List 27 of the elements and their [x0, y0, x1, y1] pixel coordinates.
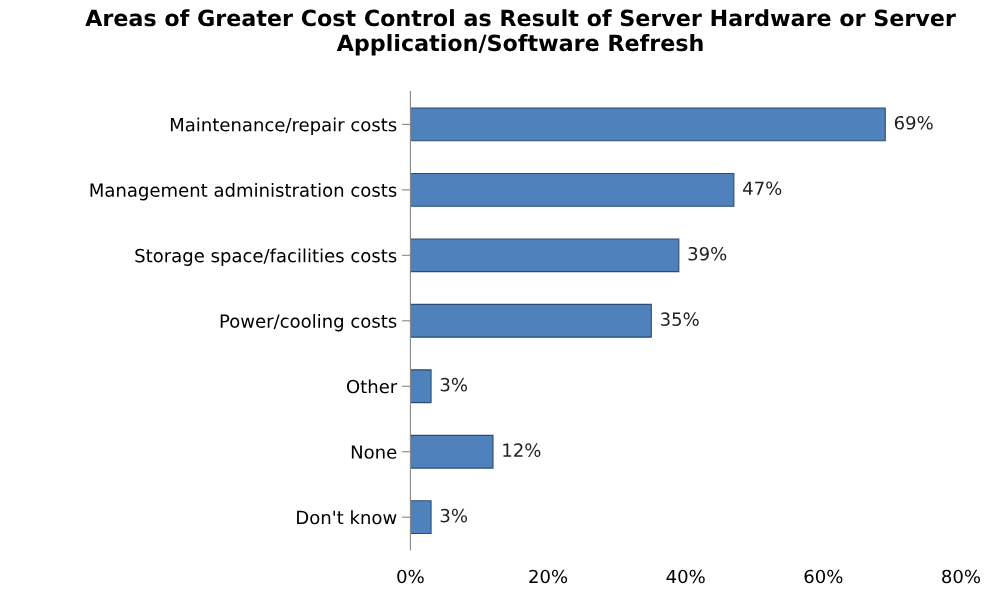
- y-tick-label: None: [351, 445, 397, 459]
- bar: [410, 107, 886, 142]
- bar: [410, 369, 432, 404]
- y-tick-label: Power/cooling costs: [220, 313, 397, 332]
- x-tick-label: 20%: [529, 569, 568, 584]
- bar: [410, 500, 432, 535]
- x-tick-label: 60%: [804, 569, 843, 584]
- x-tick-label: 0%: [397, 569, 424, 584]
- x-tick-label: 80%: [942, 569, 981, 584]
- x-tick-label: 40%: [666, 569, 705, 584]
- bar: [410, 238, 680, 273]
- bar: [410, 172, 735, 207]
- data-label: 3%: [440, 508, 468, 523]
- y-tick-label: Maintenance/repair costs: [170, 117, 397, 135]
- data-label: 3%: [440, 377, 468, 392]
- bar: [410, 434, 494, 469]
- data-label: 39%: [688, 246, 727, 261]
- data-label: 35%: [660, 312, 699, 327]
- data-label: 47%: [743, 181, 782, 196]
- y-tick-label: Don't know: [297, 510, 397, 525]
- y-tick-label: Management administration costs: [90, 182, 397, 201]
- data-label: 69%: [894, 115, 933, 130]
- bar: [410, 303, 652, 338]
- chart-title: Areas of Greater Cost Control as Result of Server Hardware or Server Application/Software Refresh: [85, 9, 956, 56]
- y-tick-label: Storage space/facilities costs: [135, 248, 397, 266]
- y-tick-label: Other: [346, 379, 398, 394]
- data-label: 12%: [503, 443, 541, 457]
